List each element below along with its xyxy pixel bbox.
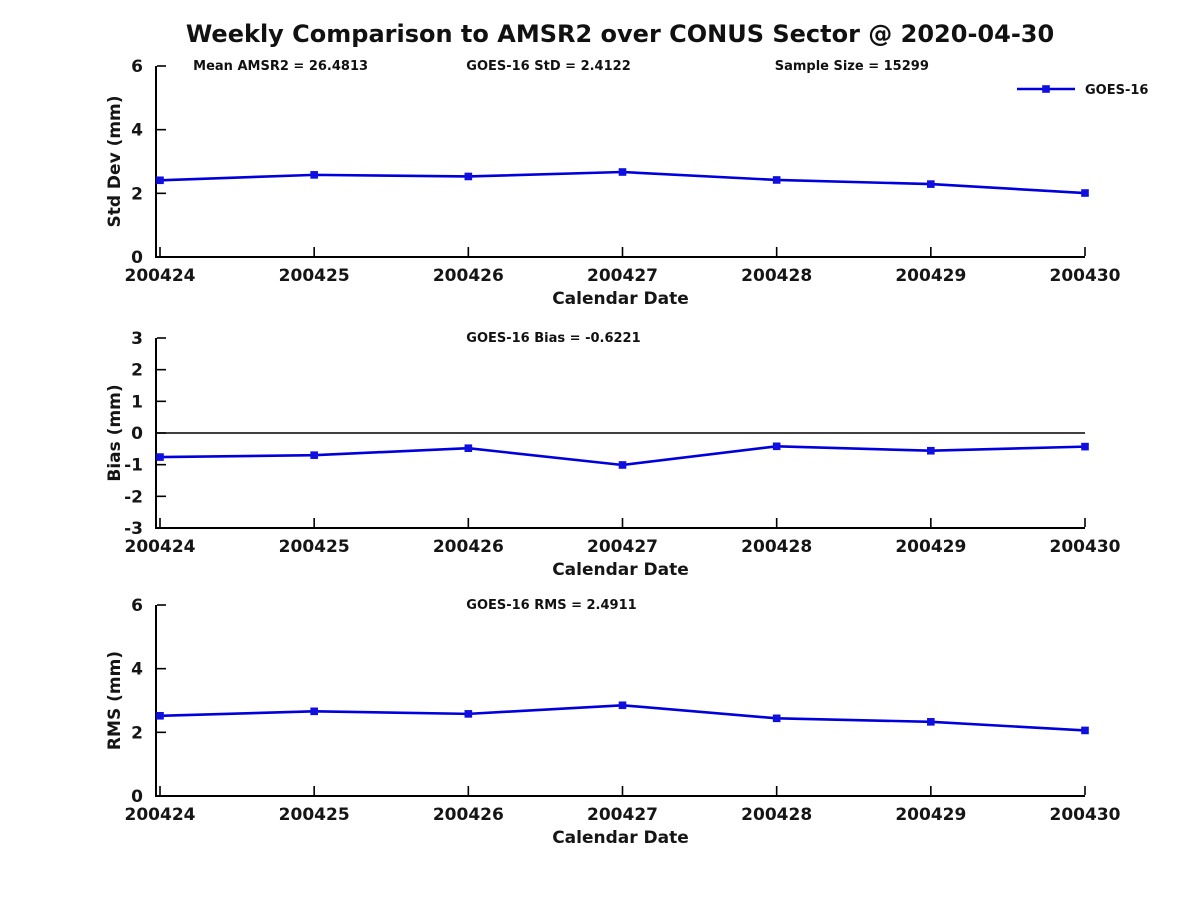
- y-tick-label: 0: [131, 787, 143, 807]
- data-point-marker: [772, 442, 781, 451]
- y-tick-label: 2: [131, 361, 143, 381]
- y-tick-label: 1: [131, 392, 143, 412]
- data-point-marker: [464, 172, 473, 181]
- rms-plot: 0 2 4 6 200424 200425 200426 200427 200428 200429…: [105, 596, 1121, 848]
- y-tick-label: 4: [131, 660, 143, 680]
- y-axis-label: RMS (mm): [105, 651, 125, 750]
- stat-annotation: GOES-16 StD = 2.4122: [466, 59, 630, 74]
- data-point-marker: [772, 714, 781, 723]
- data-point-marker: [464, 710, 473, 718]
- x-tick-label: 200426: [433, 266, 504, 286]
- legend-label: GOES-16: [1085, 83, 1148, 98]
- stat-annotation: Sample Size = 15299: [775, 59, 929, 74]
- x-tick-label: 200430: [1050, 266, 1121, 286]
- y-tick-label: 6: [131, 57, 143, 77]
- data-point-marker: [772, 176, 781, 184]
- y-tick-label: -2: [124, 487, 143, 507]
- stat-annotation: GOES-16 Bias = -0.6221: [466, 331, 640, 346]
- x-tick-label: 200424: [125, 537, 196, 557]
- x-tick-label: 200424: [125, 805, 196, 825]
- y-tick-label: 3: [131, 329, 143, 349]
- data-point-marker: [618, 461, 627, 469]
- data-point-marker: [927, 180, 935, 188]
- y-axis-label: Std Dev (mm): [105, 95, 125, 227]
- data-point-marker: [618, 168, 627, 176]
- x-axis-label: Calendar Date: [552, 560, 689, 580]
- y-tick-label: 2: [131, 723, 143, 743]
- data-point-marker: [464, 444, 473, 452]
- data-point-marker: [156, 453, 164, 461]
- x-tick-label: 200428: [741, 805, 812, 825]
- data-point-marker: [1081, 442, 1089, 451]
- data-point-marker: [310, 707, 318, 716]
- y-tick-label: 2: [131, 184, 143, 204]
- x-axis-label: Calendar Date: [552, 828, 689, 848]
- x-tick-label: 200427: [587, 266, 658, 286]
- x-tick-label: 200427: [587, 805, 658, 825]
- data-point-marker: [310, 451, 318, 459]
- x-tick-label: 200426: [433, 537, 504, 557]
- data-point-marker: [310, 171, 318, 179]
- data-point-marker: [1081, 189, 1089, 197]
- legend: GOES-16: [1017, 83, 1148, 98]
- x-tick-label: 200429: [895, 537, 966, 557]
- data-point-marker: [927, 446, 935, 455]
- y-tick-label: 4: [131, 121, 143, 141]
- data-point-marker: [618, 701, 627, 710]
- data-point-marker: [156, 176, 164, 185]
- x-tick-label: 200425: [279, 805, 350, 825]
- stat-annotation: GOES-16 RMS = 2.4911: [466, 598, 636, 613]
- data-point-marker: [156, 711, 164, 720]
- legend-marker: [1042, 85, 1050, 93]
- y-tick-label: -1: [124, 456, 143, 476]
- y-tick-label: 0: [131, 248, 143, 268]
- std-dev-plot: 0 2 4 6 200424 200425 200426 200427 200428 200429…: [105, 57, 1148, 309]
- bias-plot: -3 -2 -1 0 1 2 3 200424 200425 200426 200427 200428…: [105, 329, 1121, 580]
- y-tick-label: -3: [124, 519, 143, 539]
- y-axis-label: Bias (mm): [105, 384, 125, 481]
- data-point-marker: [927, 718, 935, 726]
- y-tick-label: 6: [131, 596, 143, 616]
- x-tick-label: 200429: [895, 266, 966, 286]
- x-tick-label: 200427: [587, 537, 658, 557]
- x-tick-label: 200428: [741, 266, 812, 286]
- data-point-marker: [1081, 726, 1089, 735]
- x-axis-label: Calendar Date: [552, 289, 689, 309]
- x-tick-label: 200429: [895, 805, 966, 825]
- x-tick-label: 200426: [433, 805, 504, 825]
- figure-title: Weekly Comparison to AMSR2 over CONUS Se…: [185, 20, 1055, 48]
- x-tick-label: 200424: [125, 266, 196, 286]
- x-tick-label: 200428: [741, 537, 812, 557]
- x-tick-label: 200425: [279, 266, 350, 286]
- x-tick-label: 200425: [279, 537, 350, 557]
- stat-annotation: Mean AMSR2 = 26.4813: [193, 59, 368, 74]
- y-tick-label: 0: [131, 424, 143, 444]
- x-tick-label: 200430: [1050, 537, 1121, 557]
- x-tick-label: 200430: [1050, 805, 1121, 825]
